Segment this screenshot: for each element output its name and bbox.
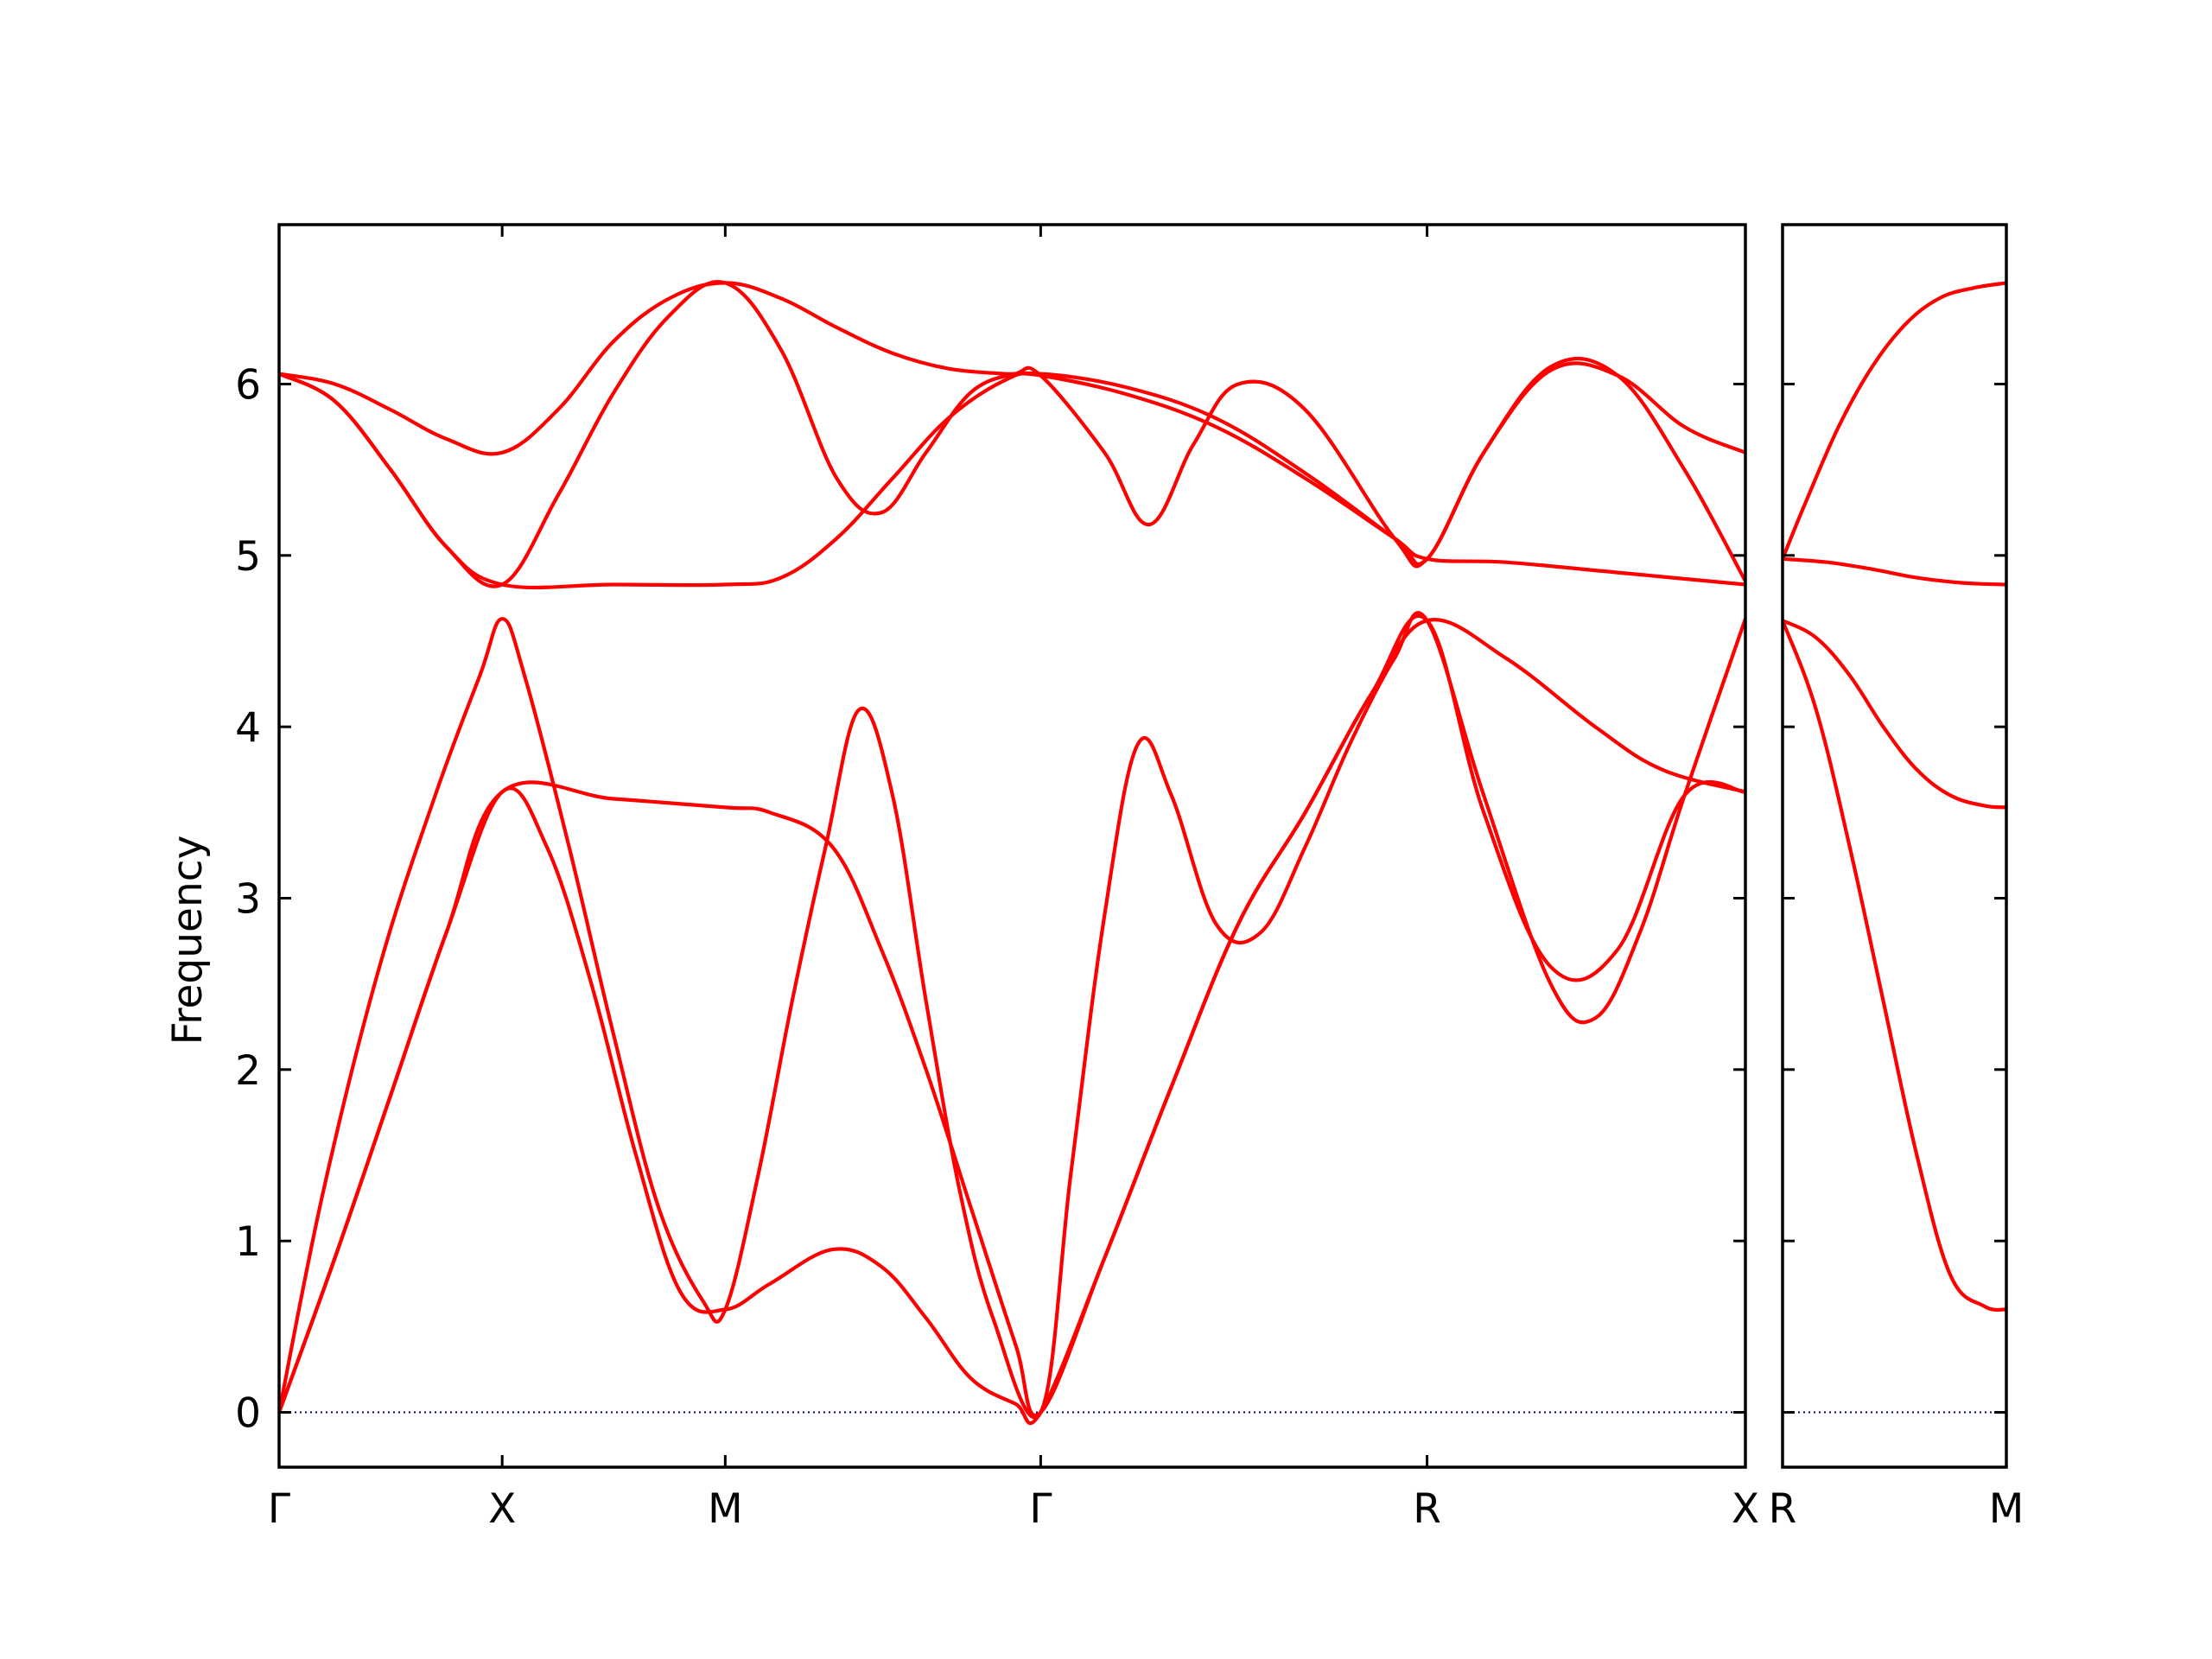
x-tick-label: M	[708, 1485, 743, 1533]
band-line-3	[1783, 619, 2006, 810]
y-tick-label: 0	[235, 1390, 261, 1438]
x-tick-label: X	[488, 1485, 516, 1533]
x-tick-label: Γ	[1029, 1485, 1052, 1533]
band-line-4	[1783, 619, 2006, 1313]
y-tick-label: 4	[235, 704, 261, 752]
x-tick-label: X	[1732, 1485, 1759, 1533]
y-tick-label: 5	[235, 533, 261, 581]
y-tick-label: 2	[235, 1047, 261, 1095]
band-line-6	[279, 617, 1745, 1417]
x-tick-label: Γ	[268, 1485, 290, 1533]
band-line-1	[1783, 281, 2006, 561]
axes-frame	[1781, 223, 2008, 1469]
y-tick-label: 1	[235, 1218, 261, 1266]
x-tick-label: M	[1989, 1485, 2024, 1533]
band-line-3	[279, 371, 1745, 590]
y-tick-label: 3	[235, 875, 261, 923]
axes-frame	[277, 223, 1747, 1469]
band-line-2	[279, 280, 1745, 588]
y-axis-ticks: 0 1 2 3 4 5 6	[235, 361, 261, 1437]
x-tick-label: R	[1769, 1485, 1797, 1533]
y-tick-label: 6	[235, 361, 261, 409]
y-axis-title: Frequency	[164, 836, 212, 1046]
x-tick-label: R	[1413, 1485, 1441, 1533]
band-line-2	[1783, 556, 2006, 587]
